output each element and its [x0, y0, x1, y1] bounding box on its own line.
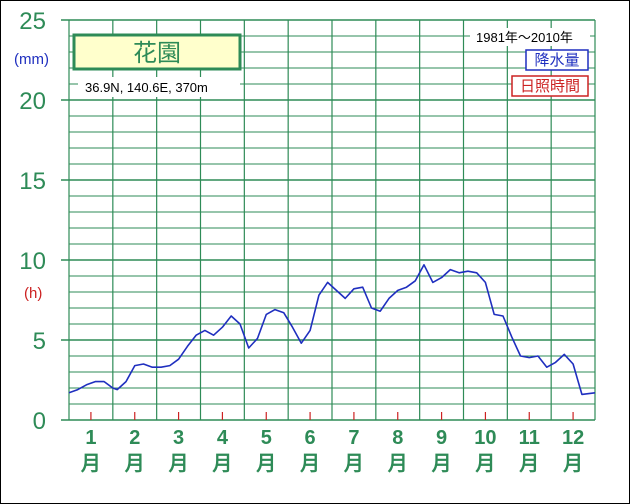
- x-tick-suffix: 月: [431, 453, 452, 475]
- chart-title: 花園: [133, 39, 181, 67]
- series-line-precipitation: [68, 264, 596, 396]
- legend-box-sunshine: [511, 75, 589, 97]
- y-tick-label: 20: [19, 88, 46, 115]
- subtitle-bg: [78, 77, 240, 97]
- x-tick-label: 5: [261, 427, 272, 449]
- y-tick-label: 10: [19, 248, 46, 275]
- title-box: [72, 33, 242, 71]
- legend-label-sunshine: 日照時間: [520, 78, 580, 95]
- x-tick-suffix: 月: [343, 453, 364, 475]
- y-tick-label: 25: [19, 8, 46, 35]
- x-tick-label: 1: [85, 427, 96, 449]
- y-tick-label: 5: [33, 328, 46, 355]
- x-tick-suffix: 月: [299, 453, 320, 475]
- x-tick-label: 11: [519, 427, 540, 449]
- x-tick-label: 3: [173, 427, 184, 449]
- x-tick-suffix: 月: [255, 453, 276, 475]
- x-tick-label: 12: [562, 427, 584, 449]
- series-group: [68, 264, 596, 396]
- x-tick-label: 7: [348, 427, 359, 449]
- y-unit-left: (mm): [14, 51, 49, 68]
- x-tick-suffix: 月: [80, 453, 101, 475]
- y-unit-right: (h): [24, 285, 42, 302]
- y-tick-label: 0: [33, 408, 46, 435]
- x-tick-label: 6: [305, 427, 316, 449]
- legend-label-precip: 降水量: [534, 52, 579, 69]
- period-bg: [470, 28, 590, 46]
- x-tick-suffix: 月: [211, 453, 232, 475]
- legend-box-precip: [525, 49, 589, 71]
- x-tick-label: 4: [217, 427, 229, 449]
- x-tick-labels: 1 月 2 月 3 月 4 月 5 月 6 月 7 月 8 月 9 月 10 月 11 月 12 月: [80, 427, 584, 475]
- y-tick-labels: 0 5 10 15 20 25: [19, 8, 46, 435]
- x-tick-suffix: 月: [387, 453, 408, 475]
- chart-grid: [61, 19, 596, 421]
- x-tick-label: 9: [436, 427, 447, 449]
- x-tick-suffix: 月: [474, 453, 495, 475]
- x-tick-label: 2: [129, 427, 140, 449]
- x-tick-label: 8: [392, 427, 403, 449]
- x-tick-suffix: 月: [168, 453, 189, 475]
- x-tick-suffix: 月: [562, 453, 583, 475]
- chart-subtitle: 36.9N, 140.6E, 370m: [85, 80, 208, 95]
- x-tick-suffix: 月: [518, 453, 539, 475]
- chart-period: 1981年〜2010年: [476, 30, 573, 45]
- x-tick-label: 10: [474, 427, 496, 449]
- x-tick-suffix: 月: [124, 453, 145, 475]
- y-tick-label: 15: [19, 168, 46, 195]
